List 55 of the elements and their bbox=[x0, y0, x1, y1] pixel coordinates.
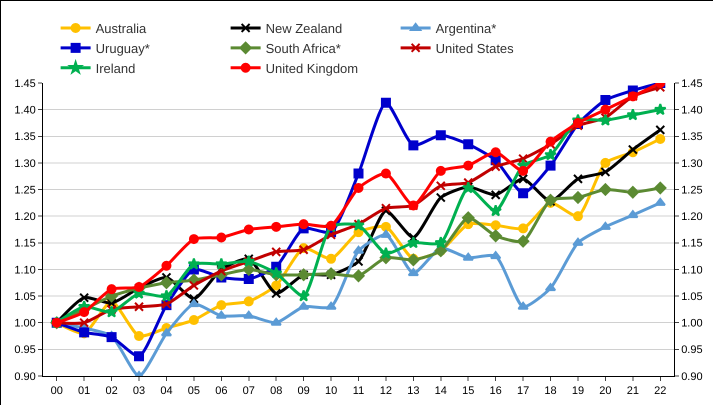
legend-label: South Africa* bbox=[266, 40, 341, 56]
y-tick-label: 1.35 bbox=[14, 131, 36, 144]
y2-tick-label: 1.10 bbox=[681, 264, 703, 276]
x-tick-label: 12 bbox=[380, 385, 392, 398]
x-tick-label: 20 bbox=[599, 385, 612, 398]
legend-label: United States bbox=[436, 40, 514, 56]
legend-label: New Zealand bbox=[266, 21, 342, 36]
y-tick-label: 1.05 bbox=[14, 290, 36, 303]
y-tick-label: 1.30 bbox=[14, 158, 36, 170]
y-tick-label: 1.45 bbox=[14, 78, 36, 90]
x-tick-label: 04 bbox=[160, 385, 173, 398]
x-tick-label: 19 bbox=[572, 385, 584, 398]
y-tick-label: 0.95 bbox=[14, 344, 36, 356]
x-tick-label: 08 bbox=[270, 385, 282, 398]
x-tick-label: 15 bbox=[462, 385, 474, 398]
x-tick-label: 05 bbox=[188, 385, 200, 398]
legend-label: Uruguay* bbox=[96, 40, 150, 56]
y-tick-label: 1.20 bbox=[14, 211, 36, 224]
x-tick-label: 09 bbox=[298, 385, 310, 398]
x-tick-label: 06 bbox=[215, 385, 228, 398]
y2-tick-label: 1.35 bbox=[681, 131, 703, 144]
y2-tick-label: 1.30 bbox=[681, 158, 703, 170]
x-tick-label: 14 bbox=[434, 385, 447, 398]
y2-tick-label: 1.45 bbox=[681, 78, 703, 90]
y2-tick-label: 1.00 bbox=[681, 318, 703, 330]
y2-tick-label: 0.95 bbox=[681, 344, 703, 356]
y2-tick-label: 1.20 bbox=[681, 211, 703, 224]
x-tick-label: 11 bbox=[352, 385, 364, 398]
x-tick-label: 00 bbox=[50, 385, 63, 398]
legend-label: Ireland bbox=[96, 60, 136, 76]
y-tick-label: 1.40 bbox=[14, 104, 36, 116]
y2-tick-label: 1.05 bbox=[681, 290, 703, 303]
x-tick-label: 17 bbox=[516, 385, 530, 398]
y2-tick-label: 1.15 bbox=[681, 238, 703, 250]
x-tick-label: 02 bbox=[105, 385, 118, 398]
x-tick-label: 13 bbox=[407, 385, 420, 398]
x-tick-label: 01 bbox=[78, 385, 90, 398]
y-tick-label: 1.25 bbox=[14, 184, 36, 196]
legend-label: Australia bbox=[96, 21, 147, 36]
x-tick-label: 21 bbox=[626, 385, 639, 398]
x-tick-label: 18 bbox=[544, 385, 557, 398]
x-tick-label: 10 bbox=[324, 385, 338, 398]
x-tick-label: 22 bbox=[654, 385, 666, 398]
y2-tick-label: 1.40 bbox=[681, 104, 703, 116]
x-tick-label: 03 bbox=[132, 385, 146, 398]
y2-tick-label: 1.25 bbox=[681, 184, 703, 196]
x-tick-label: 07 bbox=[242, 385, 255, 398]
y2-tick-label: 0.90 bbox=[681, 370, 703, 383]
y-tick-label: 0.90 bbox=[14, 370, 36, 383]
y-tick-label: 1.15 bbox=[14, 238, 36, 250]
x-tick-label: 16 bbox=[490, 385, 502, 398]
legend-label: Argentina* bbox=[436, 21, 496, 36]
y-tick-label: 1.00 bbox=[14, 318, 36, 330]
y-tick-label: 1.10 bbox=[14, 264, 36, 276]
legend-label: United Kingdom bbox=[266, 60, 358, 76]
